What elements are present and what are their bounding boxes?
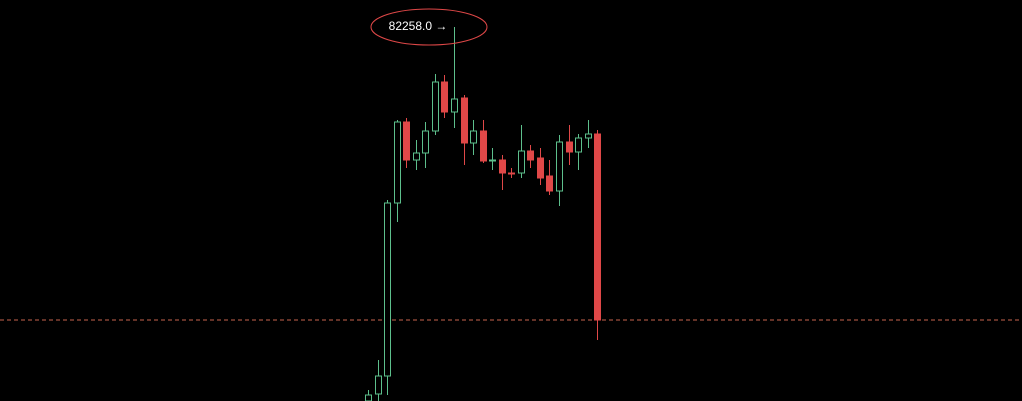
candle-body xyxy=(585,133,592,139)
candle-body xyxy=(527,150,534,161)
annotation-ellipse xyxy=(370,8,488,46)
candle-body xyxy=(499,159,506,174)
candle-body xyxy=(403,121,410,161)
candle-body xyxy=(384,202,391,377)
candle-body xyxy=(508,172,515,175)
candle-body xyxy=(432,81,439,132)
candle-body xyxy=(461,97,468,144)
annotation-label: 82258.0 → xyxy=(389,19,448,33)
candle-body xyxy=(394,121,401,204)
candle-body xyxy=(566,141,573,153)
candle-body xyxy=(480,130,487,162)
candle-body xyxy=(375,375,382,395)
candle-body xyxy=(556,141,563,192)
candle-body xyxy=(575,137,582,153)
candle-body xyxy=(441,81,448,113)
candle-body xyxy=(518,150,525,174)
candle-body xyxy=(365,394,372,401)
candle-body xyxy=(489,159,496,162)
candle-body xyxy=(470,130,477,144)
candle-body xyxy=(413,152,420,161)
candle-body xyxy=(537,157,544,179)
candle-body xyxy=(422,130,429,154)
candle-body xyxy=(594,133,601,321)
candle-body xyxy=(451,98,458,113)
candle-body xyxy=(546,175,553,192)
